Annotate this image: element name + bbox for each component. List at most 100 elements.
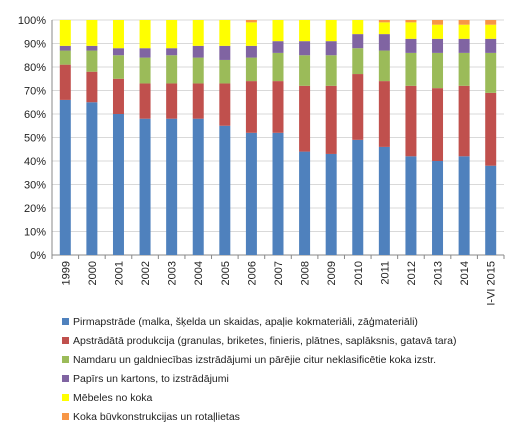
bar-segment-3-2001 <box>112 55 124 79</box>
bar-segment-4-2007 <box>272 41 284 53</box>
bar-segment-2-2001 <box>112 78 124 114</box>
bar-segment-4-2006 <box>245 45 257 58</box>
x-tick-label: 2013 <box>433 261 445 285</box>
x-tick-label: 2007 <box>273 261 285 285</box>
bar-segment-2-2011 <box>378 81 390 147</box>
x-tick-label: 2008 <box>300 261 312 285</box>
bar-segment-1-2014 <box>458 156 470 255</box>
x-tick-label: 2001 <box>113 261 125 285</box>
bar-segment-2-2000 <box>86 71 98 103</box>
bar-segment-6-2011 <box>378 20 390 23</box>
bar-segment-1-2008 <box>299 151 311 255</box>
bar-segment-4-2009 <box>325 41 337 56</box>
bar-segment-1-2009 <box>325 153 337 255</box>
bar-segment-4-2005 <box>219 45 231 60</box>
legend-swatch <box>62 375 69 382</box>
bar-segment-3-2013 <box>432 52 444 89</box>
bar-segment-3-2005 <box>219 59 231 84</box>
bar-segment-2-2003 <box>166 83 178 119</box>
bar-segment-1-2002 <box>139 118 151 255</box>
bar-segment-6-2012 <box>405 20 417 23</box>
bar-segment-2-2007 <box>272 81 284 133</box>
bar-segment-4-2012 <box>405 38 417 53</box>
bar-segment-5-2009 <box>325 20 337 42</box>
bar-segment-5-1999 <box>59 20 71 46</box>
bar-segment-1-2011 <box>378 146 390 255</box>
bar-segment-5-2000 <box>86 20 98 46</box>
x-tick-label: 2002 <box>140 261 152 285</box>
x-tick-label: I-VI 2015 <box>486 261 498 306</box>
bar-segment-5-2006 <box>245 22 257 46</box>
legend-label: Apstrādātā produkcija (granulas, brikete… <box>73 334 457 347</box>
y-tick-label: 70% <box>24 86 46 98</box>
bar-segment-5-2004 <box>192 20 204 46</box>
bar-segment-1-2010 <box>352 139 364 255</box>
bar-segment-2-1999 <box>59 64 71 100</box>
legend-swatch <box>62 413 69 420</box>
bar-segment-2-2006 <box>245 81 257 133</box>
legend-item: Papīrs un kartons, to izstrādājumi <box>62 369 522 388</box>
bar-segment-2-2002 <box>139 83 151 119</box>
x-tick-label: 2012 <box>406 261 418 285</box>
bar-segment-1-2004 <box>192 118 204 255</box>
bar-segment-1-2003 <box>166 118 178 255</box>
legend-item: Apstrādātā produkcija (granulas, brikete… <box>62 331 522 350</box>
x-tick-label: 2004 <box>193 261 205 285</box>
bar-segment-6-2006 <box>245 20 257 23</box>
y-tick-label: 90% <box>24 39 46 51</box>
legend-item: Namdaru un galdniecības izstrādājumi un … <box>62 350 522 369</box>
bar-segment-4-1999 <box>59 45 71 51</box>
bar-segment-4-2010 <box>352 34 364 49</box>
bar-segment-3-2011 <box>378 50 390 82</box>
bar-segment-3-2012 <box>405 52 417 86</box>
x-tick-label: 2006 <box>246 261 258 285</box>
bar-segment-3-2000 <box>86 50 98 72</box>
plot-area: 0% 10% 20% 30% 40% 50% 60% 70% 80% 90% 100% 1999 200… <box>18 15 505 306</box>
bar-segment-1-2001 <box>112 114 124 255</box>
legend-label: Namdaru un galdniecības izstrādājumi un … <box>73 353 437 366</box>
bar-segment-4-2001 <box>112 48 124 56</box>
bar-segment-2-2010 <box>352 74 364 140</box>
bar-segment-4-2013 <box>432 38 444 53</box>
bar-segment-5-2011 <box>378 22 390 35</box>
bar-segment-4-2011 <box>378 34 390 51</box>
bar-segment-5-2003 <box>166 20 178 49</box>
bar-segment-5-2012 <box>405 22 417 39</box>
y-tick-label: 60% <box>24 109 46 121</box>
bar-segment-2-2008 <box>299 85 311 152</box>
bar-segment-2-2005 <box>219 83 231 126</box>
bar-segment-5-2005 <box>219 20 231 46</box>
y-tick-label: 80% <box>24 62 46 74</box>
legend-label: Mēbeles no koka <box>73 391 153 404</box>
x-tick-label: 2014 <box>459 261 471 285</box>
bar-segment-6-i-vi-2015 <box>485 20 497 25</box>
x-tick-label: 2005 <box>220 261 232 285</box>
x-tick-label: 2009 <box>326 261 338 285</box>
bar-segment-1-i-vi-2015 <box>485 165 497 255</box>
legend-label: Pirmapstrāde (malka, šķelda un skaidas, … <box>73 315 418 328</box>
bar-segment-1-1999 <box>59 99 71 256</box>
x-tick-label: 2000 <box>87 261 99 285</box>
bar-segment-1-2007 <box>272 132 284 255</box>
x-tick-label: 1999 <box>60 261 72 285</box>
bar-segment-4-2000 <box>86 45 98 51</box>
bar-segment-5-2007 <box>272 20 284 42</box>
bar-segment-5-2001 <box>112 20 124 49</box>
legend-swatch <box>62 337 69 344</box>
bar-segment-5-i-vi-2015 <box>485 24 497 39</box>
bar-segment-3-2007 <box>272 52 284 82</box>
bar-segment-3-i-vi-2015 <box>485 52 497 93</box>
legend-swatch <box>62 394 69 401</box>
bar-segment-2-2014 <box>458 85 470 157</box>
bar-segment-5-2014 <box>458 24 470 39</box>
legend-item: Mēbeles no koka <box>62 388 522 407</box>
y-tick-label: 100% <box>18 15 46 27</box>
bar-segment-3-2010 <box>352 48 364 75</box>
x-tick-label: 2010 <box>353 261 365 285</box>
bar-segment-5-2010 <box>352 20 364 35</box>
bar-segment-4-2014 <box>458 38 470 53</box>
y-tick-label: 50% <box>24 133 46 145</box>
bar-segment-3-2003 <box>166 55 178 84</box>
bar-segment-5-2013 <box>432 24 444 39</box>
